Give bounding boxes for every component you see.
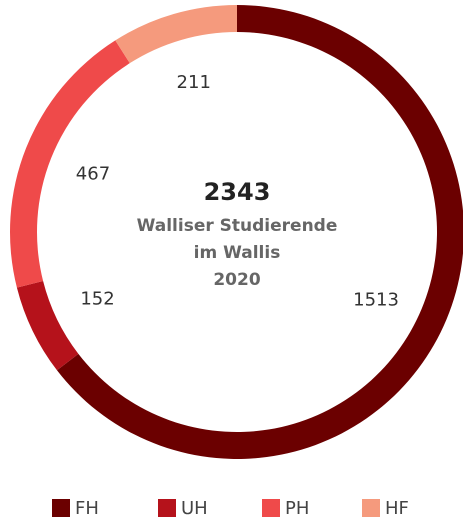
legend-label: HF: [385, 498, 409, 519]
legend-label: PH: [285, 498, 309, 519]
legend-swatch: [52, 499, 70, 517]
donut-segment: [10, 40, 130, 288]
center-line: 2020: [213, 270, 260, 290]
data-label: 467: [76, 164, 110, 185]
legend-swatch: [362, 499, 380, 517]
center-line: im Wallis: [194, 243, 281, 263]
legend-swatch: [262, 499, 280, 517]
data-label: 1513: [353, 290, 399, 311]
center-total: 2343: [204, 178, 271, 206]
donut-segment: [115, 5, 237, 64]
data-label: 211: [177, 72, 211, 93]
legend-swatch: [158, 499, 176, 517]
center-line: Walliser Studierende: [137, 216, 338, 236]
legend-label: FH: [75, 498, 99, 519]
data-label: 152: [80, 289, 114, 310]
donut-segment: [16, 280, 79, 371]
legend-label: UH: [181, 498, 208, 519]
